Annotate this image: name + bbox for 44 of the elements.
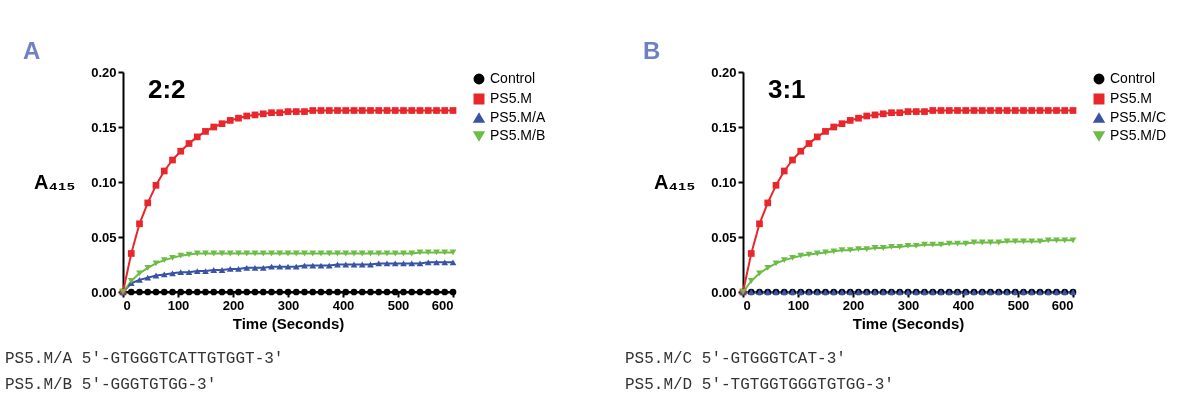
y-tick-label: 0.20 <box>91 64 117 80</box>
x-tick-label: 400 <box>332 297 355 313</box>
legend-label: Control <box>490 70 536 86</box>
annotation: 2:2 <box>148 74 186 104</box>
y-tick-label: 0.15 <box>91 119 117 135</box>
legend-label: PS5.M/A <box>490 109 546 125</box>
y-axis-title: A₄₁₅ <box>654 170 696 193</box>
text: PS5.M/A 5′-GTGGGTCATTGTGGT-3′ <box>5 350 284 368</box>
y-tick-label: 0.00 <box>711 284 737 300</box>
legend-label: PS5.M/D <box>1110 127 1167 143</box>
y-tick-label: 0.05 <box>91 229 117 245</box>
y-axis-title: A₄₁₅ <box>34 170 76 193</box>
y-tick-label: 0.10 <box>711 174 737 190</box>
x-axis-title: Time (Seconds) <box>852 314 965 332</box>
chart-title: A <box>23 37 41 64</box>
x-tick-label: 600 <box>1051 297 1074 313</box>
x-tick-label: 300 <box>277 297 300 313</box>
x-tick-label: 100 <box>167 297 190 313</box>
x-tick-label: 0 <box>123 297 131 313</box>
text: PS5.M/B 5′-GGGTGTGG-3′ <box>5 376 217 394</box>
text: PS5.M/C 5′-GTGGGTCAT-3′ <box>625 350 846 368</box>
x-tick-label: 0 <box>743 297 751 313</box>
x-axis-title: Time (Seconds) <box>232 314 345 332</box>
y-tick-label: 0.20 <box>711 64 737 80</box>
x-tick-label: 200 <box>222 297 245 313</box>
legend-label: PS5.M <box>1110 90 1153 106</box>
x-tick-label: 500 <box>387 297 410 313</box>
text: PS5.M/D 5′-TGTGGTGGGTGTGG-3′ <box>625 376 894 394</box>
x-tick-label: 400 <box>952 297 975 313</box>
legend-label: PS5.M <box>490 90 533 106</box>
legend-label: Control <box>1110 70 1156 86</box>
y-tick-label: 0.10 <box>91 174 117 190</box>
chart-title: B <box>643 37 661 64</box>
x-tick-label: 600 <box>431 297 454 313</box>
x-tick-label: 100 <box>787 297 810 313</box>
y-tick-label: 0.05 <box>711 229 737 245</box>
x-tick-label: 500 <box>1007 297 1030 313</box>
legend-label: PS5.M/C <box>1110 109 1167 125</box>
legend-label: PS5.M/B <box>490 127 546 143</box>
annotation: 3:1 <box>768 74 806 104</box>
x-tick-label: 300 <box>897 297 920 313</box>
x-tick-label: 200 <box>842 297 865 313</box>
y-tick-label: 0.15 <box>711 119 737 135</box>
y-tick-label: 0.00 <box>91 284 117 300</box>
